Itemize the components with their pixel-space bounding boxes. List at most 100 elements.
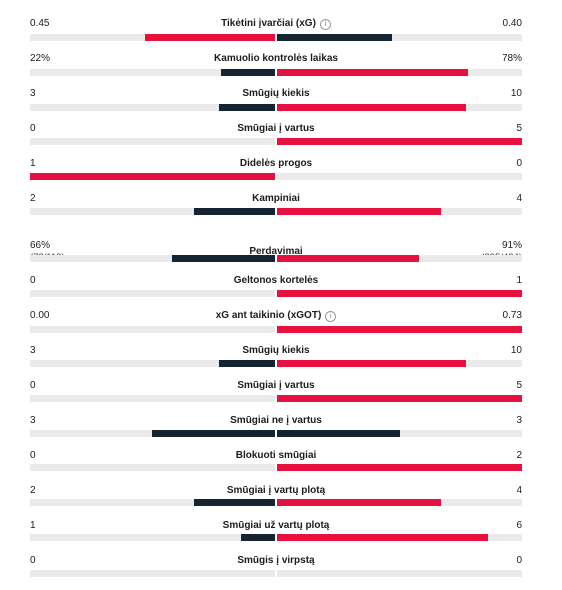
home-value: 0.00 bbox=[30, 310, 50, 321]
stat-bar bbox=[30, 104, 522, 111]
info-icon[interactable]: i bbox=[325, 311, 337, 322]
away-value: 91% bbox=[501, 240, 522, 251]
stat-label: Didelės progos bbox=[30, 158, 522, 170]
away-value: 0 bbox=[516, 158, 522, 169]
stat-label: Geltonos kortelės bbox=[30, 275, 522, 287]
stat-label-text: Kampiniai bbox=[252, 193, 300, 204]
home-value: 3 bbox=[30, 415, 36, 426]
stat-bar bbox=[30, 570, 522, 577]
away-bar-fill bbox=[277, 69, 468, 76]
stat-label-text: Smūgiai į vartus bbox=[237, 380, 315, 391]
home-bar-track bbox=[30, 570, 275, 577]
home-value: 0 bbox=[30, 123, 36, 134]
home-value: 0 bbox=[30, 275, 36, 286]
stat-label-text: xG ant taikinio (xGOT) bbox=[215, 310, 322, 321]
stat-bar bbox=[30, 326, 522, 333]
home-bar-track bbox=[30, 173, 275, 180]
home-bar-track bbox=[30, 208, 275, 215]
away-bar-track bbox=[277, 104, 522, 111]
home-bar-fill bbox=[194, 499, 275, 506]
stat-label-text: Geltonos kortelės bbox=[233, 275, 319, 286]
stat-label: Perdavimai bbox=[30, 246, 522, 258]
away-value: 5 bbox=[516, 123, 522, 134]
home-value: 3 bbox=[30, 345, 36, 356]
stat-label: Tikėtini įvarčiai (xG) i bbox=[30, 18, 522, 30]
away-bar-fill bbox=[277, 534, 488, 541]
stat-label-text: Smūgiai ne į vartus bbox=[230, 415, 322, 426]
stat-bar bbox=[30, 534, 522, 541]
away-value: 78% bbox=[501, 53, 522, 64]
home-value: 66% bbox=[30, 240, 51, 251]
stat-label-text: Smūgiai į vartus bbox=[237, 123, 315, 134]
stat-bar bbox=[30, 173, 522, 180]
home-bar-fill bbox=[219, 360, 275, 367]
away-bar-fill bbox=[277, 290, 522, 297]
home-bar-track bbox=[30, 290, 275, 297]
away-bar-track bbox=[277, 69, 522, 76]
away-bar-track bbox=[277, 34, 522, 41]
stat-bar bbox=[30, 138, 522, 145]
away-value: 3 bbox=[516, 415, 522, 426]
home-bar-fill bbox=[145, 34, 275, 41]
away-bar-track bbox=[277, 464, 522, 471]
away-bar-fill bbox=[277, 499, 441, 506]
home-bar-track bbox=[30, 104, 275, 111]
away-bar-track bbox=[277, 430, 522, 437]
home-value: 1 bbox=[30, 158, 36, 169]
stat-bar bbox=[30, 208, 522, 215]
home-bar-fill bbox=[172, 255, 275, 262]
home-bar-track bbox=[30, 430, 275, 437]
away-bar-fill bbox=[277, 255, 419, 262]
away-bar-track bbox=[277, 326, 522, 333]
home-bar-fill bbox=[152, 430, 275, 437]
stat-label-text: Kamuolio kontrolės laikas bbox=[214, 53, 338, 64]
away-value: 0.73 bbox=[502, 310, 522, 321]
away-bar-fill bbox=[277, 326, 522, 333]
stat-label-text: Smūgiai į vartų plotą bbox=[226, 485, 326, 496]
stat-bar bbox=[30, 69, 522, 76]
home-value: 2 bbox=[30, 193, 36, 204]
stat-label: Smūgis į virpstą bbox=[30, 555, 522, 567]
stat-bar bbox=[30, 499, 522, 506]
away-bar-track bbox=[277, 534, 522, 541]
away-value: 1 bbox=[516, 275, 522, 286]
away-value: 5 bbox=[516, 380, 522, 391]
home-bar-track bbox=[30, 326, 275, 333]
stat-label-text: Perdavimai bbox=[249, 246, 303, 257]
home-bar-fill bbox=[241, 534, 275, 541]
stat-label-text: Didelės progos bbox=[239, 158, 313, 169]
home-value: 0 bbox=[30, 555, 36, 566]
home-bar-track bbox=[30, 360, 275, 367]
away-bar-fill bbox=[277, 208, 441, 215]
stat-label: Kamuolio kontrolės laikas bbox=[30, 53, 522, 65]
home-bar-fill bbox=[30, 173, 275, 180]
home-value: 1 bbox=[30, 520, 36, 531]
home-value: 0 bbox=[30, 450, 36, 461]
stat-label-text: Tikėtini įvarčiai (xG) bbox=[221, 18, 316, 29]
home-value: 2 bbox=[30, 485, 36, 496]
stat-bar bbox=[30, 464, 522, 471]
stat-bar bbox=[30, 34, 522, 41]
stat-label: Smūgių kiekis bbox=[30, 345, 522, 357]
home-bar-track bbox=[30, 34, 275, 41]
home-bar-track bbox=[30, 395, 275, 402]
home-bar-track bbox=[30, 464, 275, 471]
away-value: 4 bbox=[516, 485, 522, 496]
home-value: 22% bbox=[30, 53, 51, 64]
stat-bar bbox=[30, 360, 522, 367]
stat-bar bbox=[30, 430, 522, 437]
home-bar-track bbox=[30, 138, 275, 145]
away-bar-track bbox=[277, 208, 522, 215]
stat-label-text: Smūgiai už vartų plotą bbox=[222, 520, 330, 531]
away-value: 6 bbox=[516, 520, 522, 531]
stat-bar bbox=[30, 395, 522, 402]
stat-label: xG ant taikinio (xGOT) i bbox=[30, 310, 522, 322]
info-icon[interactable]: i bbox=[319, 19, 331, 30]
stat-bar bbox=[30, 255, 522, 262]
away-bar-track bbox=[277, 138, 522, 145]
stat-label: Smūgiai už vartų plotą bbox=[30, 520, 522, 532]
away-value: 4 bbox=[516, 193, 522, 204]
stat-label: Smūgių kiekis bbox=[30, 88, 522, 100]
away-bar-track bbox=[277, 255, 522, 262]
